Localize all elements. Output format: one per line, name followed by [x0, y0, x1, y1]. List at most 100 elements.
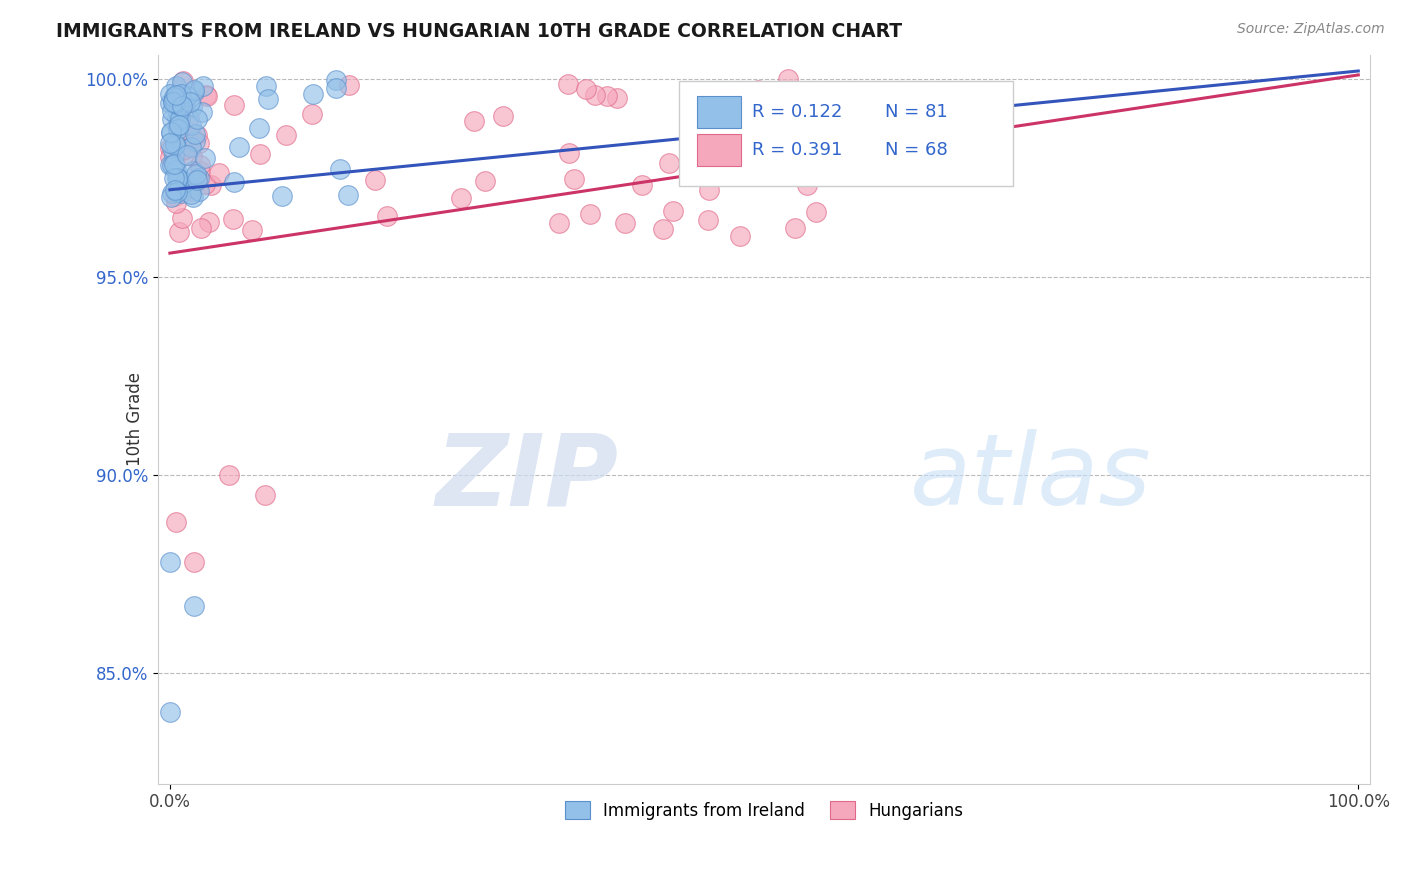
Point: [159, 136, 181, 151]
Point: [173, 96, 195, 111]
Point: [180, 185, 202, 199]
Point: [166, 122, 188, 136]
Point: [167, 225, 190, 239]
Point: [179, 111, 201, 125]
Point: [159, 87, 181, 101]
Point: [159, 141, 181, 155]
Point: [187, 184, 209, 198]
Point: [492, 110, 515, 124]
Point: [183, 190, 205, 204]
Point: [181, 130, 204, 145]
Point: [162, 158, 184, 172]
Point: [228, 140, 250, 154]
Point: [253, 488, 276, 502]
Point: [463, 114, 485, 128]
Point: [254, 78, 277, 93]
Point: [662, 204, 685, 219]
Point: [697, 213, 720, 227]
Text: ZIP: ZIP: [436, 429, 619, 526]
Point: [377, 209, 399, 223]
Point: [160, 104, 183, 119]
Point: [651, 222, 673, 236]
Point: [730, 229, 752, 244]
Point: [165, 163, 187, 178]
Point: [170, 75, 193, 89]
Point: [180, 186, 202, 201]
Point: [187, 136, 209, 150]
Point: [184, 134, 207, 148]
Point: [194, 151, 217, 165]
Point: [337, 187, 360, 202]
Point: [174, 142, 197, 156]
Point: [162, 94, 184, 108]
FancyBboxPatch shape: [697, 96, 741, 128]
Point: [747, 83, 769, 97]
Point: [160, 190, 183, 204]
Point: [301, 87, 323, 101]
Text: IMMIGRANTS FROM IRELAND VS HUNGARIAN 10TH GRADE CORRELATION CHART: IMMIGRANTS FROM IRELAND VS HUNGARIAN 10T…: [56, 22, 903, 41]
Legend: Immigrants from Ireland, Hungarians: Immigrants from Ireland, Hungarians: [558, 795, 970, 826]
Point: [184, 167, 207, 181]
Text: R = 0.391: R = 0.391: [752, 141, 842, 159]
Point: [180, 100, 202, 114]
FancyBboxPatch shape: [697, 134, 741, 166]
Point: [190, 221, 212, 235]
Point: [191, 78, 214, 93]
Point: [159, 706, 181, 720]
Point: [159, 555, 181, 569]
Point: [169, 111, 191, 125]
Point: [166, 182, 188, 196]
Point: [658, 156, 681, 170]
Text: R = 0.122: R = 0.122: [752, 103, 842, 121]
Point: [162, 148, 184, 162]
Point: [614, 216, 637, 230]
Point: [183, 164, 205, 178]
Point: [165, 516, 187, 530]
Point: [224, 175, 246, 189]
Point: [557, 77, 579, 91]
Point: [796, 178, 818, 193]
Point: [160, 125, 183, 139]
Point: [166, 111, 188, 125]
Point: [166, 89, 188, 103]
Point: [183, 85, 205, 99]
FancyBboxPatch shape: [679, 80, 1012, 186]
Point: [596, 89, 619, 103]
Point: [172, 74, 194, 88]
Point: [159, 127, 181, 141]
Point: [165, 87, 187, 102]
Text: N = 81: N = 81: [886, 103, 948, 121]
Point: [325, 72, 347, 87]
Point: [159, 150, 181, 164]
Point: [195, 88, 218, 103]
Point: [474, 173, 496, 187]
Point: [197, 214, 219, 228]
Point: [194, 177, 217, 191]
Point: [186, 112, 208, 126]
Point: [247, 120, 270, 135]
Point: [779, 114, 801, 128]
Point: [218, 467, 240, 482]
Point: [166, 186, 188, 200]
Point: [186, 173, 208, 187]
Point: [163, 189, 186, 203]
Point: [184, 128, 207, 142]
Point: [169, 145, 191, 159]
Text: N = 68: N = 68: [886, 141, 948, 159]
Point: [170, 99, 193, 113]
Point: [180, 119, 202, 133]
Point: [165, 183, 187, 197]
Point: [176, 147, 198, 161]
Point: [165, 138, 187, 153]
Point: [180, 140, 202, 154]
Text: atlas: atlas: [910, 429, 1152, 526]
Point: [160, 141, 183, 155]
Point: [163, 93, 186, 107]
Point: [249, 147, 271, 161]
Point: [170, 211, 193, 226]
Point: [181, 149, 204, 163]
Point: [167, 105, 190, 120]
Point: [180, 181, 202, 195]
Point: [583, 87, 606, 102]
Point: [776, 72, 799, 87]
